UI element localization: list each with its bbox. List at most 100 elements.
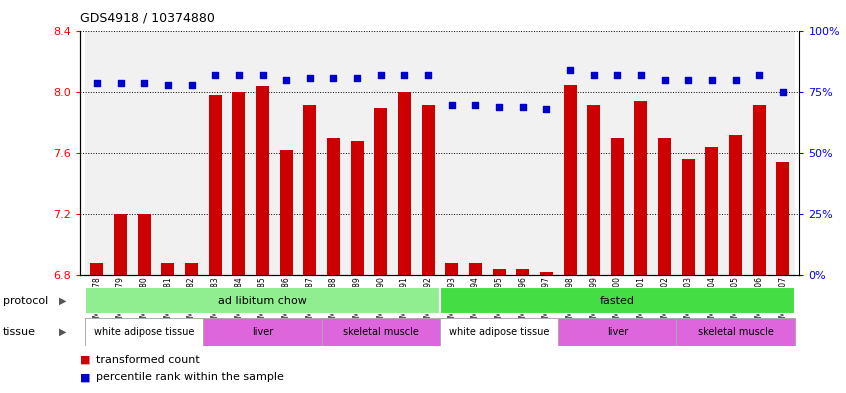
Point xyxy=(445,101,459,108)
Point xyxy=(563,67,577,73)
Bar xyxy=(492,269,506,275)
Text: GDS4918 / 10374880: GDS4918 / 10374880 xyxy=(80,12,215,25)
Bar xyxy=(393,31,416,275)
Bar xyxy=(227,31,250,275)
Bar xyxy=(233,92,245,275)
Bar xyxy=(469,263,482,275)
Point xyxy=(706,77,719,83)
Point xyxy=(255,72,269,79)
Point xyxy=(303,75,316,81)
Bar xyxy=(250,31,274,275)
Bar xyxy=(658,138,671,275)
Bar xyxy=(327,138,340,275)
Bar xyxy=(753,105,766,275)
Bar xyxy=(138,214,151,275)
Text: tissue: tissue xyxy=(3,327,36,337)
Bar xyxy=(274,31,298,275)
Bar xyxy=(487,31,511,275)
Point xyxy=(469,101,482,108)
Point xyxy=(114,79,128,86)
Bar xyxy=(85,318,203,346)
Point xyxy=(161,82,174,88)
Bar xyxy=(321,318,440,346)
Bar xyxy=(606,31,629,275)
Text: skeletal muscle: skeletal muscle xyxy=(343,327,419,337)
Bar xyxy=(653,31,677,275)
Text: ▶: ▶ xyxy=(59,296,67,306)
Bar xyxy=(91,263,103,275)
Bar xyxy=(629,31,653,275)
Point xyxy=(91,79,104,86)
Bar xyxy=(747,31,771,275)
Text: skeletal muscle: skeletal muscle xyxy=(698,327,773,337)
Bar xyxy=(724,31,747,275)
Point xyxy=(634,72,648,79)
Bar xyxy=(85,287,440,314)
Bar xyxy=(634,101,647,275)
Bar xyxy=(203,31,227,275)
Bar xyxy=(563,85,576,275)
Point xyxy=(374,72,387,79)
Point xyxy=(682,77,695,83)
Bar xyxy=(777,162,789,275)
Bar xyxy=(700,31,724,275)
Point xyxy=(776,89,789,95)
Point xyxy=(279,77,293,83)
Point xyxy=(350,75,364,81)
Text: liver: liver xyxy=(607,327,628,337)
Point xyxy=(184,82,198,88)
Point xyxy=(587,72,601,79)
Bar xyxy=(440,287,794,314)
Bar xyxy=(558,318,677,346)
Bar xyxy=(516,269,530,275)
Text: ▶: ▶ xyxy=(59,327,67,337)
Bar xyxy=(85,31,109,275)
Bar xyxy=(179,31,203,275)
Point xyxy=(232,72,245,79)
Bar xyxy=(706,147,718,275)
Point xyxy=(492,104,506,110)
Point xyxy=(540,106,553,112)
Bar xyxy=(350,141,364,275)
Bar xyxy=(345,31,369,275)
Text: ad libitum chow: ad libitum chow xyxy=(218,296,307,306)
Point xyxy=(658,77,672,83)
Text: ■: ■ xyxy=(80,372,91,382)
Bar xyxy=(298,31,321,275)
Bar xyxy=(421,105,435,275)
Bar xyxy=(133,31,156,275)
Point xyxy=(516,104,530,110)
Text: ■: ■ xyxy=(80,354,91,365)
Text: transformed count: transformed count xyxy=(96,354,200,365)
Bar xyxy=(587,105,600,275)
Bar xyxy=(558,31,582,275)
Bar xyxy=(445,263,459,275)
Bar xyxy=(209,95,222,275)
Bar xyxy=(162,263,174,275)
Bar xyxy=(369,31,393,275)
Point xyxy=(729,77,743,83)
Bar xyxy=(304,105,316,275)
Bar xyxy=(440,31,464,275)
Text: percentile rank within the sample: percentile rank within the sample xyxy=(96,372,283,382)
Bar xyxy=(398,92,411,275)
Bar xyxy=(203,318,321,346)
Bar xyxy=(321,31,345,275)
Text: white adipose tissue: white adipose tissue xyxy=(94,327,195,337)
Text: liver: liver xyxy=(252,327,273,337)
Point xyxy=(752,72,766,79)
Bar xyxy=(440,318,558,346)
Point xyxy=(421,72,435,79)
Bar xyxy=(677,318,794,346)
Bar xyxy=(582,31,606,275)
Bar xyxy=(256,86,269,275)
Text: white adipose tissue: white adipose tissue xyxy=(449,327,549,337)
Bar xyxy=(280,150,293,275)
Bar xyxy=(114,214,127,275)
Bar xyxy=(682,159,695,275)
Bar xyxy=(677,31,700,275)
Bar xyxy=(611,138,624,275)
Text: fasted: fasted xyxy=(600,296,634,306)
Text: protocol: protocol xyxy=(3,296,47,306)
Point xyxy=(611,72,624,79)
